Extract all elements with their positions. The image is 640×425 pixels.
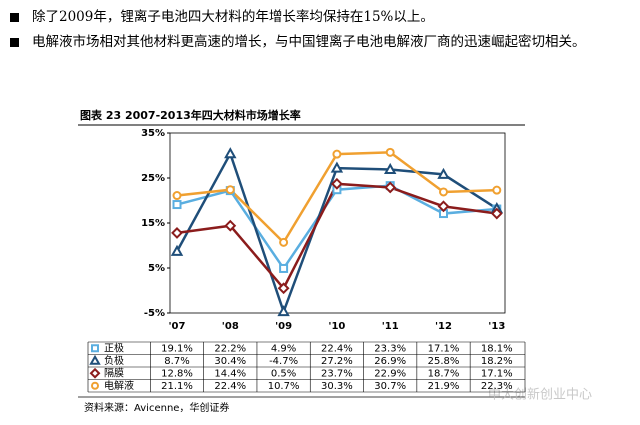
table-cell: 10.7%: [268, 381, 300, 392]
x-tick-label: '13: [488, 321, 505, 332]
table-cell: 18.2%: [481, 356, 513, 367]
table-cell: 0.5%: [271, 368, 296, 379]
table-cell: 14.4%: [214, 368, 246, 379]
marker: [225, 185, 235, 195]
marker: [89, 354, 101, 365]
table-cell: 22.4%: [321, 343, 353, 354]
marker: [279, 263, 289, 273]
legend-label: 隔膜: [104, 367, 124, 379]
marker: [172, 200, 182, 210]
legend-label: 负极: [104, 354, 124, 367]
table-cell: 4.9%: [271, 343, 296, 354]
marker: [277, 305, 290, 317]
x-tick-label: '09: [275, 321, 292, 332]
x-tick-label: '12: [435, 321, 452, 332]
chart-title: 图表 23 2007-2013年四大材料市场增长率: [80, 108, 301, 122]
table-cell: -4.7%: [269, 356, 298, 367]
table-cell: 18.7%: [428, 368, 460, 379]
table-cell: 19.1%: [161, 343, 193, 354]
marker: [437, 200, 450, 213]
marker: [172, 191, 182, 201]
legend-label: 正极: [104, 341, 124, 354]
table-cell: 27.2%: [321, 356, 353, 367]
table-cell: 23.3%: [374, 343, 406, 354]
marker: [279, 237, 289, 247]
table-cell: 30.4%: [214, 356, 246, 367]
marker: [437, 167, 450, 179]
marker: [170, 244, 184, 256]
marker: [439, 187, 448, 197]
table-cell: 22.9%: [374, 368, 406, 379]
y-tick-label: 5%: [148, 263, 165, 274]
table-cell: 22.3%: [481, 381, 513, 392]
marker: [277, 282, 290, 295]
bullet: 除了2009年，锂离子电池四大材料的年增长率均保持在15%以上。: [10, 8, 625, 27]
watermark: 中大创新创业中心: [488, 387, 592, 403]
x-tick-label: '10: [328, 321, 345, 332]
marker: [224, 147, 237, 159]
marker: [330, 161, 344, 173]
table-cell: 8.7%: [164, 356, 189, 367]
table-cell: 30.3%: [321, 381, 353, 392]
bullet: 电解液市场相对其他材料更高速的增长，与中国锂离子电池电解液厂商的迅速崛起密切相关…: [10, 33, 625, 52]
plot-frame: [169, 132, 506, 314]
legend-label: 电解液: [104, 379, 134, 392]
marker: [91, 381, 99, 390]
marker: [89, 367, 101, 379]
x-tick-label: '07: [169, 321, 186, 332]
table-cell: 21.1%: [161, 381, 193, 392]
x-tick-label: '08: [222, 321, 239, 332]
table-cell: 22.4%: [214, 381, 246, 392]
table-cell: 26.9%: [374, 356, 406, 367]
y-tick-label: -5%: [144, 308, 165, 319]
marker: [332, 149, 342, 159]
table-cell: 22.2%: [214, 343, 246, 354]
series-line: [176, 182, 497, 291]
y-tick-label: 25%: [141, 173, 165, 184]
bullet-text: 电解液市场相对其他材料更高速的增长，与中国锂离子电池电解液厂商的迅速崛起密切相关…: [32, 34, 586, 50]
table-cell: 17.1%: [428, 343, 460, 354]
marker: [224, 219, 237, 232]
y-tick-label: 15%: [141, 218, 165, 229]
table-cell: 23.7%: [321, 368, 353, 379]
table-cell: 18.1%: [481, 343, 513, 354]
marker: [385, 147, 395, 157]
source: 资料来源：Avicenne，华创证券: [84, 401, 229, 414]
table-cell: 30.7%: [374, 381, 406, 392]
table-cell: 25.8%: [428, 356, 460, 367]
marker: [490, 207, 503, 220]
table-cell: 12.8%: [161, 368, 193, 379]
marker: [171, 226, 183, 239]
marker: [492, 185, 502, 195]
marker: [384, 181, 397, 194]
table-cell: 17.1%: [481, 368, 513, 379]
marker: [330, 177, 343, 190]
table-cell: 21.9%: [428, 381, 460, 392]
x-tick-label: '11: [382, 321, 399, 332]
bullet-text: 除了2009年，锂离子电池四大材料的年增长率均保持在15%以上。: [32, 9, 434, 25]
marker: [383, 162, 397, 174]
y-tick-label: 35%: [141, 128, 165, 139]
marker: [91, 344, 99, 353]
